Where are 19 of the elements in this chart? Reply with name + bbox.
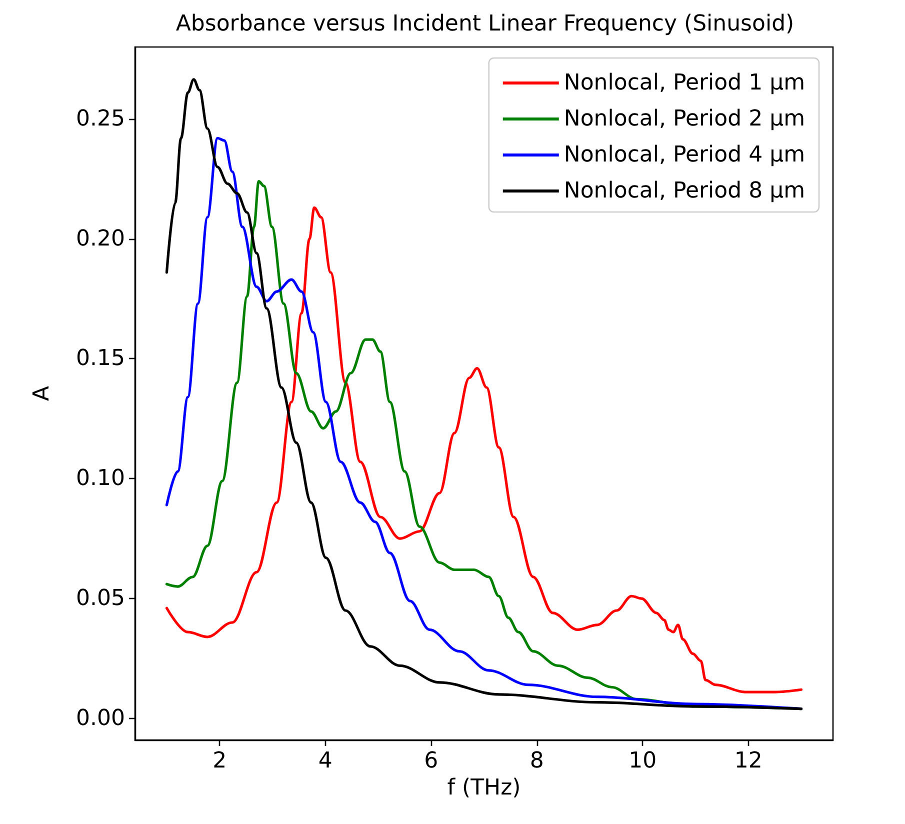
x-tick-label: 2 — [212, 748, 227, 774]
x-tick-label: 12 — [734, 748, 762, 774]
legend-label: Nonlocal, Period 2 μm — [564, 106, 806, 132]
y-tick-label: 0.25 — [76, 106, 125, 132]
y-tick-label: 0.10 — [76, 466, 125, 492]
y-tick-label: 0.15 — [76, 346, 125, 372]
y-tick-label: 0.00 — [76, 706, 125, 731]
x-tick-label: 10 — [628, 748, 657, 774]
y-tick-label: 0.05 — [76, 586, 125, 612]
legend-label: Nonlocal, Period 1 μm — [564, 70, 806, 96]
x-tick-label: 4 — [318, 748, 332, 774]
legend-label: Nonlocal, Period 4 μm — [564, 142, 806, 168]
chart-title: Absorbance versus Incident Linear Frequency (Sinusoid) — [176, 12, 794, 36]
legend-label: Nonlocal, Period 8 μm — [564, 178, 806, 204]
x-axis-title: f (THz) — [447, 775, 521, 800]
y-axis-title: A — [30, 386, 54, 402]
x-tick-label: 8 — [530, 748, 544, 774]
y-tick-label: 0.20 — [76, 226, 125, 252]
x-tick-label: 6 — [424, 748, 438, 774]
